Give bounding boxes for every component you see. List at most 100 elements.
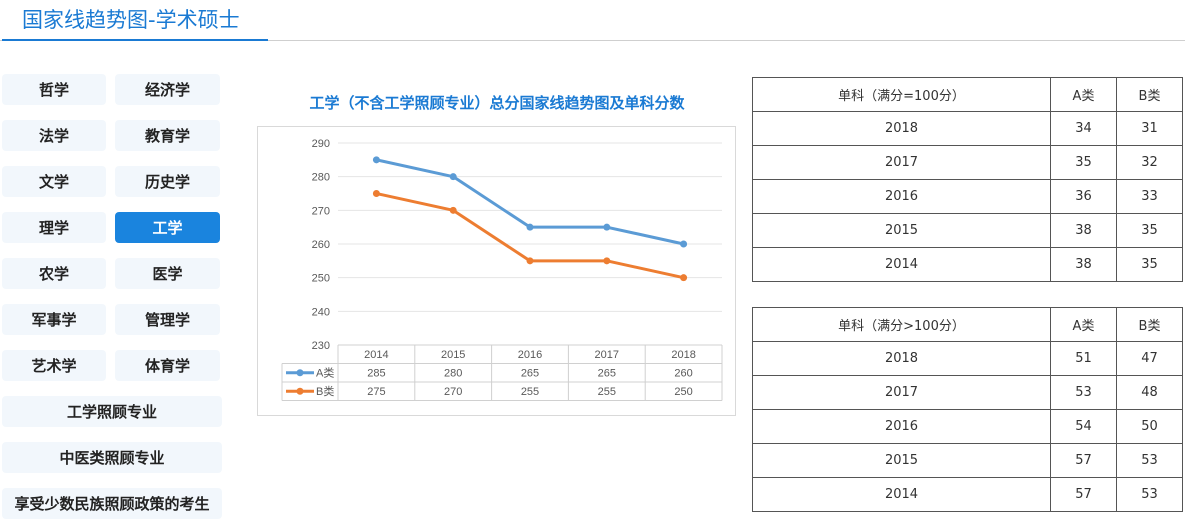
a-score-cell: 57 <box>1050 477 1117 512</box>
year-cell: 2017 <box>752 145 1051 180</box>
data-point <box>680 274 688 282</box>
b-score-cell: 50 <box>1116 409 1183 444</box>
series-line <box>376 158 684 246</box>
discipline-button-management[interactable]: 管理学 <box>115 304 220 335</box>
data-table-value: 285 <box>367 368 385 380</box>
data-point <box>526 223 534 231</box>
table-row: 2014 57 53 <box>752 477 1183 512</box>
special-button-minority-policy[interactable]: 享受少数民族照顾政策的考生 <box>2 488 222 519</box>
data-table-value: 250 <box>674 386 692 398</box>
b-score-cell: 48 <box>1116 375 1183 410</box>
data-point <box>372 190 380 197</box>
x-tick-label: 2014 <box>364 349 388 361</box>
year-cell: 2015 <box>752 443 1051 478</box>
y-tick-label: 280 <box>312 172 330 184</box>
discipline-button-military[interactable]: 军事学 <box>2 304 106 335</box>
line-chart: 230 240 250 260 270 280 290 2014 2015 2016 2017 201… <box>281 138 723 401</box>
chart-container: 230 240 250 260 270 280 290 2014 2015 2016 2017 201… <box>257 126 736 416</box>
b-score-cell: 35 <box>1116 247 1183 282</box>
year-cell: 2016 <box>752 409 1051 444</box>
data-table-value: 255 <box>521 386 539 398</box>
y-tick-label: 230 <box>312 340 330 352</box>
special-button-engineering-care[interactable]: 工学照顾专业 <box>2 396 222 427</box>
title-divider <box>0 40 1185 41</box>
discipline-button-economics[interactable]: 经济学 <box>115 74 220 105</box>
data-table-value: 280 <box>444 368 462 380</box>
x-tick-label: 2018 <box>671 349 695 361</box>
y-tick-label: 260 <box>312 239 330 251</box>
data-table-value: 275 <box>367 386 385 398</box>
year-cell: 2015 <box>752 213 1051 248</box>
year-cell: 2014 <box>752 247 1051 282</box>
data-table-value: 270 <box>444 386 462 398</box>
data-table-value: 260 <box>674 368 692 380</box>
x-tick-label: 2016 <box>518 349 542 361</box>
y-tick-label: 250 <box>312 273 330 285</box>
b-score-cell: 47 <box>1116 341 1183 376</box>
data-point <box>449 173 457 181</box>
b-score-cell: 32 <box>1116 145 1183 180</box>
legend-label: B类 <box>316 384 334 398</box>
a-score-cell: 36 <box>1050 179 1117 214</box>
table-header-cell: 单科（满分=100分） <box>752 77 1051 112</box>
table-row: 2017 35 32 <box>752 145 1183 180</box>
a-score-cell: 38 <box>1050 213 1117 248</box>
discipline-button-history[interactable]: 历史学 <box>115 166 220 197</box>
table-header-row: 单科（满分>100分） A类 B类 <box>752 307 1183 342</box>
chart-title: 工学（不含工学照顾专业）总分国家线趋势图及单科分数 <box>309 94 685 112</box>
discipline-button-philosophy[interactable]: 哲学 <box>2 74 106 105</box>
table-row: 2014 38 35 <box>752 247 1183 282</box>
year-cell: 2017 <box>752 375 1051 410</box>
x-tick-label: 2015 <box>441 349 465 361</box>
table-row: 2018 34 31 <box>752 111 1183 146</box>
discipline-button-medicine[interactable]: 医学 <box>115 258 220 289</box>
single-subject-table-over-100: 单科（满分>100分） A类 B类 2018 51 47 2017 53 48 … <box>752 307 1183 512</box>
b-score-cell: 53 <box>1116 443 1183 478</box>
data-point <box>603 223 611 231</box>
table-header-row: 单科（满分=100分） A类 B类 <box>752 77 1183 112</box>
page-title: 国家线趋势图-学术硕士 <box>22 8 240 32</box>
b-score-cell: 31 <box>1116 111 1183 146</box>
data-table-value: 255 <box>598 386 616 398</box>
discipline-button-arts[interactable]: 艺术学 <box>2 350 106 381</box>
a-score-cell: 38 <box>1050 247 1117 282</box>
table-header-cell: B类 <box>1116 307 1183 342</box>
a-score-cell: 53 <box>1050 375 1117 410</box>
legend-marker <box>296 369 304 377</box>
b-score-cell: 33 <box>1116 179 1183 214</box>
table-row: 2015 38 35 <box>752 213 1183 248</box>
a-score-cell: 51 <box>1050 341 1117 376</box>
legend-label: A类 <box>316 366 334 380</box>
x-tick-label: 2017 <box>595 349 619 361</box>
special-button-tcm-care[interactable]: 中医类照顾专业 <box>2 442 222 473</box>
y-tick-label: 240 <box>312 306 330 318</box>
discipline-button-law[interactable]: 法学 <box>2 120 106 151</box>
table-header-cell: A类 <box>1050 307 1117 342</box>
data-point <box>449 206 457 214</box>
table-header-cell: A类 <box>1050 77 1117 112</box>
discipline-button-sports[interactable]: 体育学 <box>115 350 220 381</box>
data-point <box>372 156 380 164</box>
series-line <box>376 192 684 280</box>
discipline-button-agriculture[interactable]: 农学 <box>2 258 106 289</box>
b-score-cell: 53 <box>1116 477 1183 512</box>
a-score-cell: 34 <box>1050 111 1117 146</box>
discipline-button-education[interactable]: 教育学 <box>115 120 220 151</box>
table-row: 2018 51 47 <box>752 341 1183 376</box>
data-point <box>680 240 688 248</box>
a-score-cell: 54 <box>1050 409 1117 444</box>
data-table-value: 265 <box>521 368 539 380</box>
year-cell: 2016 <box>752 179 1051 214</box>
single-subject-table-100: 单科（满分=100分） A类 B类 2018 34 31 2017 35 32 … <box>752 77 1183 282</box>
discipline-button-engineering[interactable]: 工学 <box>115 212 220 243</box>
table-row: 2016 54 50 <box>752 409 1183 444</box>
year-cell: 2014 <box>752 477 1051 512</box>
discipline-button-science[interactable]: 理学 <box>2 212 106 243</box>
table-header-cell: 单科（满分>100分） <box>752 307 1051 342</box>
a-score-cell: 57 <box>1050 443 1117 478</box>
y-tick-label: 290 <box>312 138 330 150</box>
year-cell: 2018 <box>752 341 1051 376</box>
title-accent-bar <box>2 39 268 41</box>
y-tick-label: 270 <box>312 205 330 217</box>
discipline-button-literature[interactable]: 文学 <box>2 166 106 197</box>
